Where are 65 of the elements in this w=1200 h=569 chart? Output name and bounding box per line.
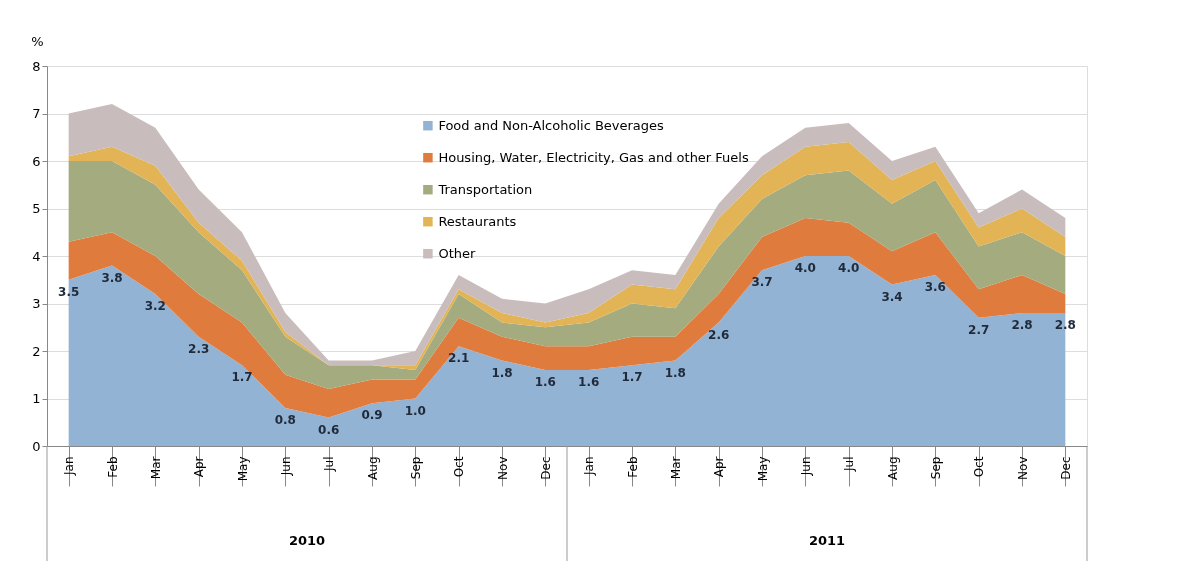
data-label: 2.7 — [968, 322, 990, 337]
y-axis-title: % — [31, 33, 44, 49]
x-tick-label: Feb — [625, 456, 640, 478]
data-label: 1.7 — [231, 370, 253, 385]
data-label: 2.6 — [708, 327, 730, 342]
y-tick-label: 6 — [32, 153, 41, 169]
x-tick-label: Oct — [452, 456, 467, 478]
legend-label: Housing, Water, Electricity, Gas and other Fuels — [438, 149, 749, 165]
data-label: 1.6 — [578, 375, 600, 389]
x-tick-label: May — [755, 456, 770, 482]
legend-label: Transportation — [437, 181, 533, 197]
data-label: 1.6 — [534, 375, 556, 389]
y-tick-label: 0 — [32, 438, 41, 454]
x-tick-label: Jul — [842, 456, 857, 472]
x-tick-label: Dec — [1058, 456, 1073, 480]
data-label: 3.4 — [881, 289, 903, 304]
data-label: 1.8 — [491, 365, 513, 380]
y-tick-label: 3 — [32, 296, 41, 311]
y-tick-label: 7 — [32, 106, 41, 121]
data-label: 0.9 — [361, 408, 383, 423]
y-tick-label: 8 — [32, 58, 41, 74]
data-label: 2.8 — [1011, 318, 1033, 332]
x-tick-label: Feb — [105, 456, 120, 478]
x-tick-label: Nov — [495, 456, 510, 480]
x-tick-label: Jun — [798, 456, 813, 477]
text: 2011 — [808, 533, 846, 548]
x-tick-label: Mar — [668, 456, 683, 480]
y-tick-label: 5 — [32, 201, 41, 216]
x-tick-label: Aug — [365, 456, 380, 480]
x-tick-label: May — [235, 456, 250, 482]
x-tick-label: Jan — [582, 456, 597, 476]
x-tick-label: Oct — [972, 456, 987, 478]
data-label: 3.5 — [58, 284, 80, 299]
data-label: 3.6 — [924, 280, 946, 294]
legend-label: Food and Non-Alcoholic Beverages — [438, 117, 665, 133]
x-tick-label: Jun — [278, 456, 293, 477]
data-label: 1.0 — [404, 403, 426, 418]
x-tick-label: Jan — [62, 456, 77, 476]
data-label: 0.8 — [274, 413, 296, 427]
x-tick-label: Apr — [712, 456, 727, 478]
x-tick-label: Jul — [322, 456, 337, 472]
y-tick-label: 1 — [32, 391, 41, 406]
data-label: 2.3 — [188, 341, 210, 356]
data-label: 1.7 — [621, 370, 643, 385]
x-tick-label: Apr — [192, 456, 207, 478]
x-tick-label: Mar — [148, 456, 163, 480]
data-label: 2.8 — [1054, 318, 1076, 332]
x-tick-label: Aug — [885, 456, 900, 480]
x-tick-label: Sep — [408, 456, 423, 480]
data-label: 1.8 — [664, 365, 686, 380]
y-tick-label: 4 — [32, 248, 41, 264]
legend-label: Restaurants — [438, 213, 517, 229]
x-tick-label: Sep — [928, 456, 943, 480]
data-label: 4.0 — [794, 261, 816, 275]
x-tick-label: Nov — [1015, 456, 1030, 480]
legend-label: Other — [438, 245, 476, 261]
data-label: 3.8 — [101, 270, 123, 285]
data-label: 2.1 — [448, 351, 470, 366]
data-label: 4.0 — [838, 261, 860, 275]
text: 2010 — [288, 533, 326, 548]
y-tick-label: 2 — [32, 343, 41, 359]
data-label: 3.7 — [751, 275, 773, 290]
x-tick-label: Dec — [538, 456, 553, 480]
data-label: 0.6 — [318, 422, 340, 437]
data-label: 3.2 — [144, 299, 166, 313]
